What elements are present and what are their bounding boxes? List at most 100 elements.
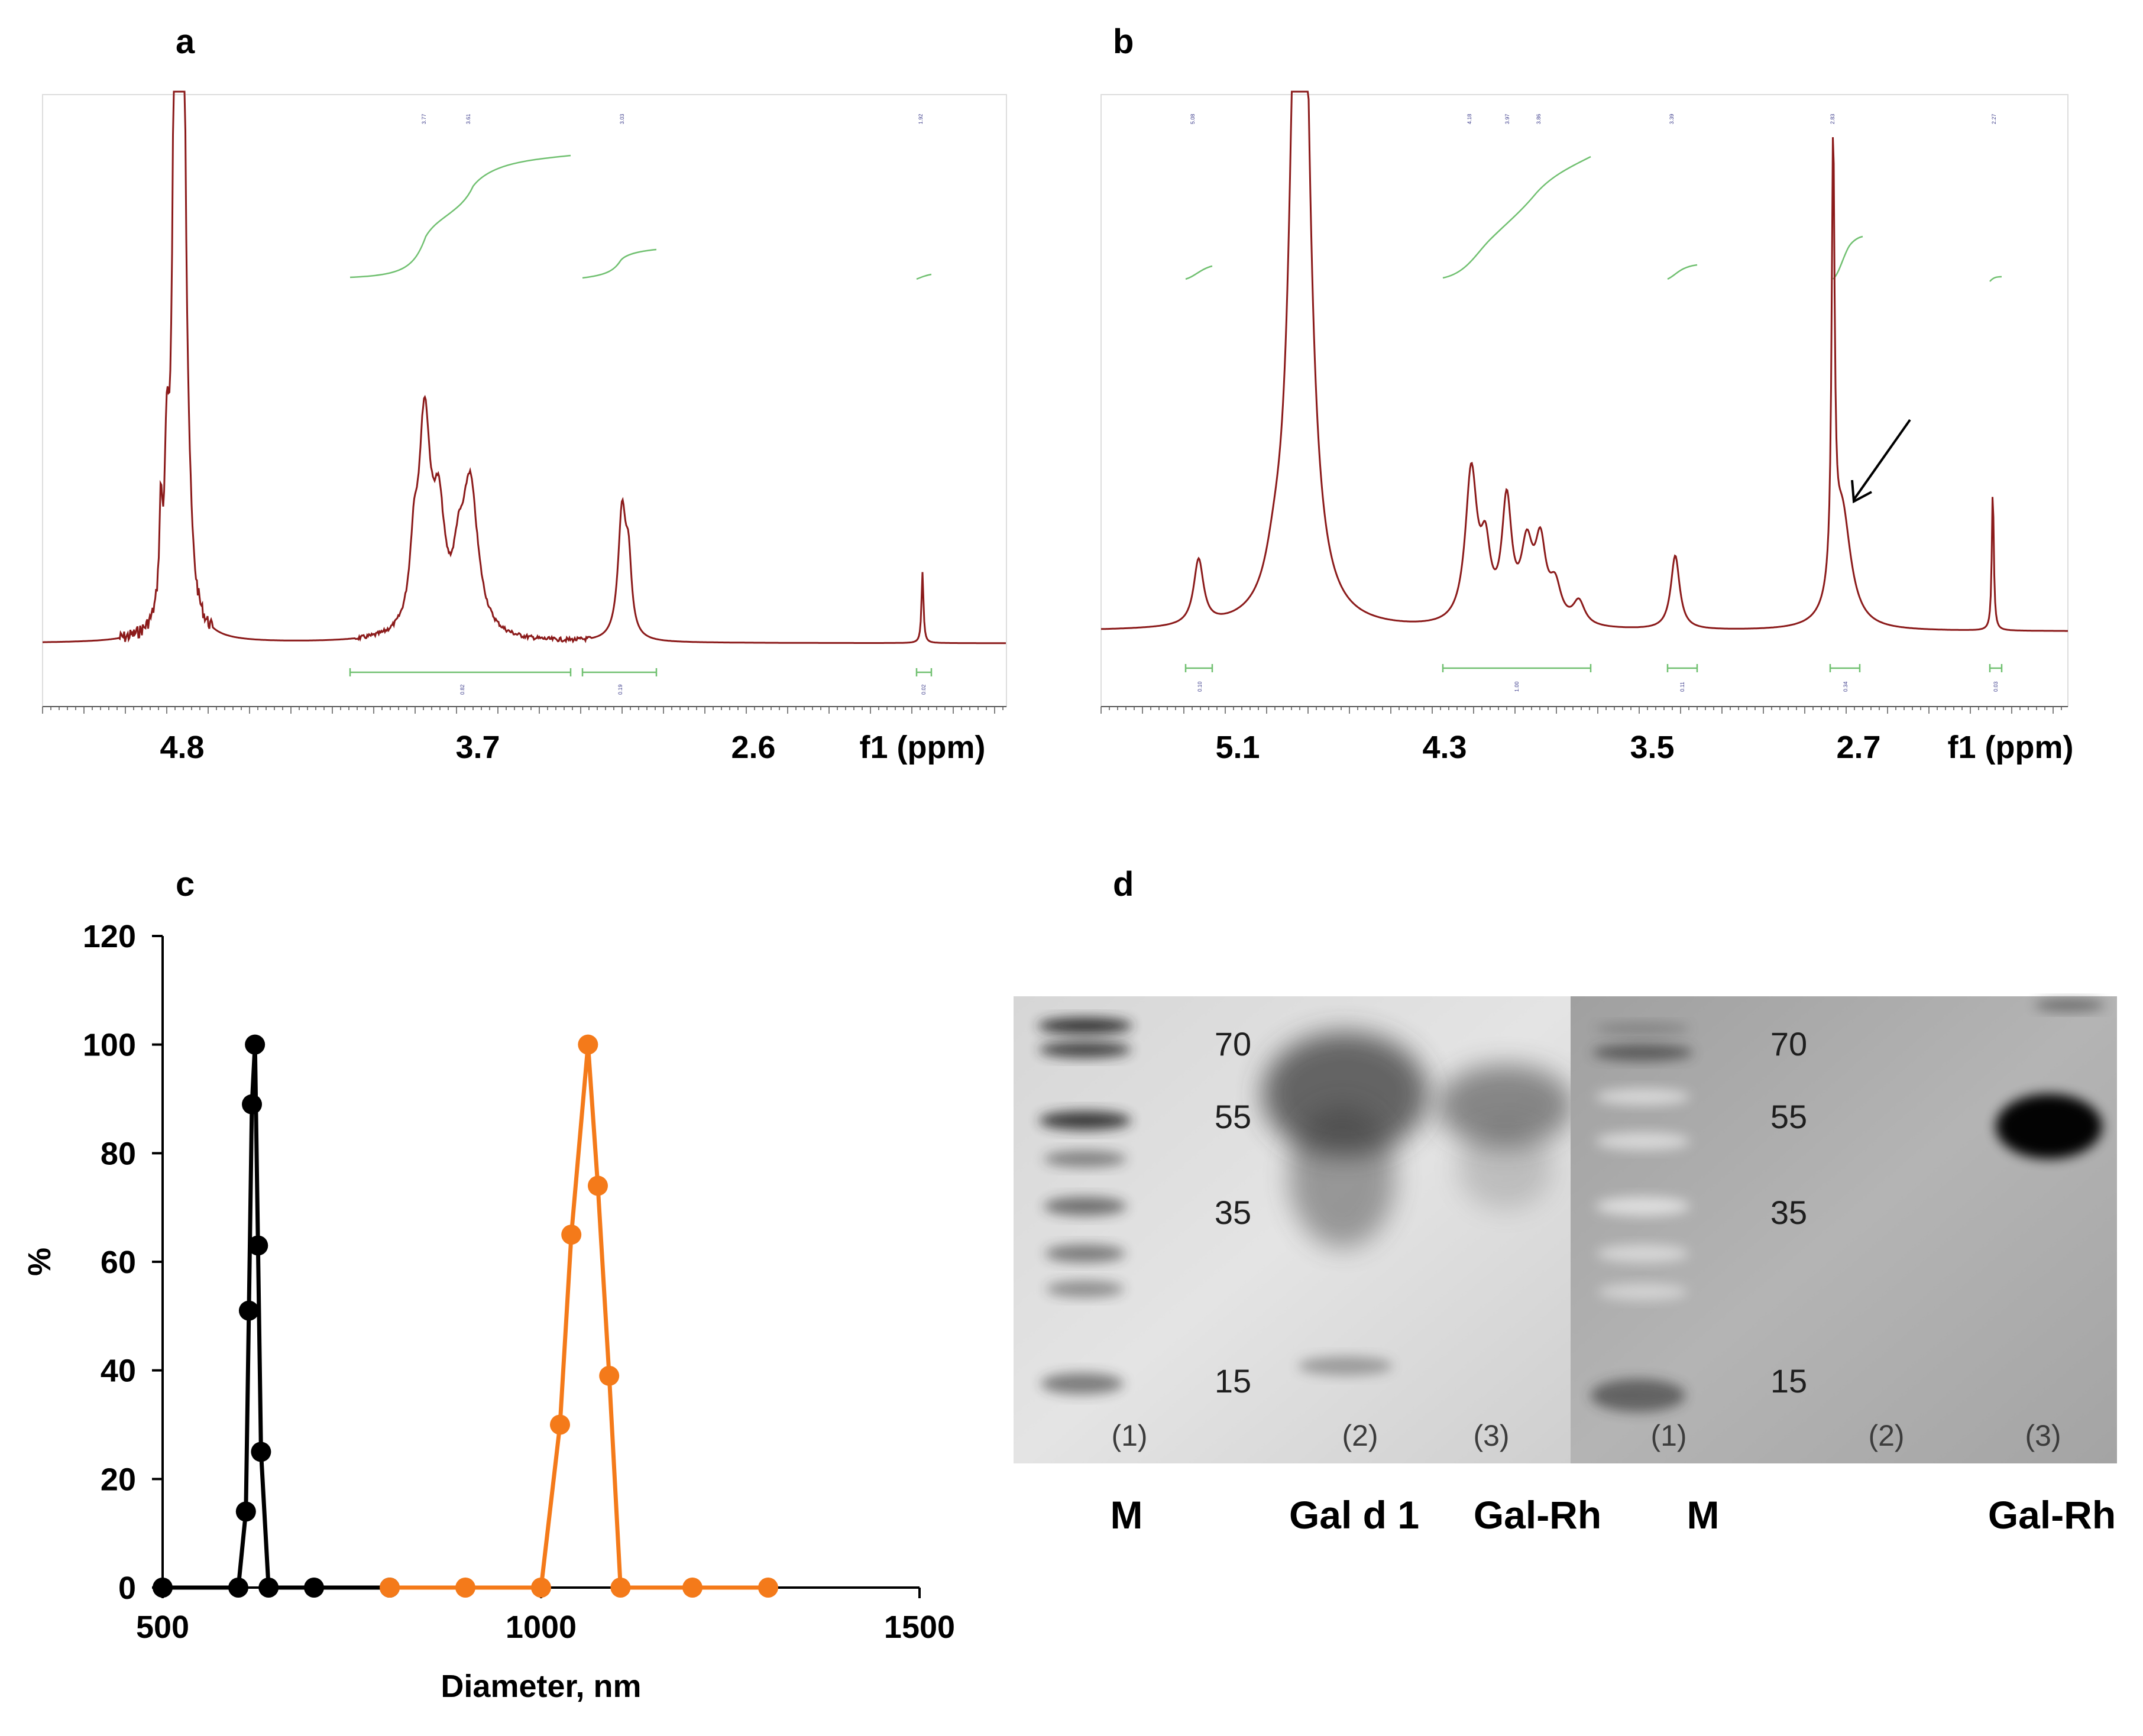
y-tick-label: 20	[101, 1462, 136, 1497]
annotation-arrow	[1853, 419, 1911, 501]
marker-band	[1595, 1132, 1690, 1150]
x-tick-label: 2.6	[731, 730, 775, 765]
integral-value: 0.02	[921, 684, 927, 695]
lane-label: Gal-Rh	[1988, 1493, 2116, 1537]
data-point-orange	[561, 1225, 582, 1245]
integral-value: 0.19	[617, 684, 623, 695]
panel-b-spectrum	[1100, 90, 2068, 632]
gel-right-lane-3-band	[1996, 999, 2105, 1159]
marker-size-label: 15	[1215, 1362, 1251, 1400]
lane-number: (3)	[1473, 1419, 1509, 1452]
panel-c-letter: c	[176, 865, 195, 903]
lane-label: Gal d 1	[1289, 1493, 1419, 1537]
peak-label: 4.18	[1467, 114, 1472, 124]
gel-left-lane-3-smear	[1437, 1064, 1573, 1209]
marker-size-label: 35	[1215, 1194, 1251, 1231]
integral-value: 0.34	[1843, 681, 1849, 692]
x-tick-label: 1500	[884, 1609, 955, 1645]
panel-d-letter: d	[1113, 865, 1134, 903]
peak-label: 1.92	[918, 114, 924, 124]
peak-label: 3.86	[1536, 114, 1542, 124]
integral-value: 0.03	[1993, 681, 1999, 692]
marker-band	[1045, 1245, 1125, 1262]
panel-b-arrow	[1851, 419, 1911, 504]
integral-curve	[916, 273, 932, 280]
peak-label: 3.39	[1669, 114, 1675, 124]
marker-band	[1591, 1379, 1685, 1412]
panel-b-integral-bars	[1184, 664, 2003, 672]
marker-band	[1046, 1281, 1124, 1297]
protein-smear	[1458, 1126, 1552, 1209]
panel-b-integral-curves	[1185, 156, 2002, 282]
integral-curve	[1442, 156, 1591, 279]
x-axis-label: f1 (ppm)	[860, 730, 986, 765]
lane-label: M	[1111, 1493, 1143, 1537]
marker-band	[1592, 1044, 1693, 1061]
panel-b-integral-values: 0.10 1.00 0.11 0.34 0.03	[1197, 681, 1999, 692]
panel-b-ppm-ruler	[1100, 706, 2068, 714]
panel-b-letter: b	[1113, 22, 1134, 61]
x-tick-label: 3.7	[455, 730, 500, 765]
marker-band	[1044, 1197, 1126, 1216]
x-tick-label: 5.1	[1215, 730, 1260, 765]
integral-curve	[1989, 276, 2002, 282]
panel-b-x-ticks: 5.1 4.3 3.5 2.7 f1 (ppm)	[1215, 730, 2073, 765]
integral-curve	[1185, 265, 1213, 280]
y-tick-label: 80	[101, 1136, 136, 1171]
data-point-orange	[758, 1578, 778, 1598]
integral-curve	[1667, 264, 1698, 280]
marker-size-label: 70	[1770, 1025, 1807, 1063]
series-line-orange	[390, 1042, 768, 1590]
gel-left-lane-2-smear	[1263, 1032, 1428, 1375]
lane-label: Gal-Rh	[1474, 1493, 1601, 1537]
marker-size-label: 70	[1215, 1025, 1251, 1063]
panel-a-frame	[42, 94, 1007, 707]
data-point-black	[258, 1578, 279, 1598]
gel-right-markers: 70 55 35 15	[1770, 1025, 1807, 1400]
marker-size-label: 55	[1770, 1098, 1807, 1135]
peak-label: 2.83	[1830, 114, 1836, 124]
marker-size-label: 55	[1215, 1098, 1251, 1135]
integral-curve	[582, 248, 657, 279]
x-tick-label: 2.7	[1836, 730, 1880, 765]
x-tick-label: 4.3	[1422, 730, 1467, 765]
protein-smear	[1289, 1106, 1396, 1248]
data-point-orange	[578, 1034, 598, 1055]
marker-size-label: 15	[1770, 1362, 1807, 1400]
gel-left-markers: 70 55 35 15	[1215, 1025, 1251, 1400]
peak-label: 2.27	[1991, 114, 1997, 124]
marker-band	[1595, 1197, 1690, 1216]
data-point-orange	[380, 1578, 400, 1598]
fluorescent-band	[1996, 1094, 2102, 1159]
gel-right-marker-bands	[1591, 1023, 1693, 1412]
y-tick-label: 0	[118, 1570, 136, 1606]
protein-band	[1298, 1356, 1393, 1375]
integral-value: 1.00	[1514, 681, 1520, 692]
x-tick-label: 4.8	[160, 730, 204, 765]
y-tick-label: 60	[101, 1245, 136, 1280]
marker-band	[1595, 1089, 1690, 1105]
marker-band	[1597, 1245, 1689, 1262]
data-point-black	[228, 1578, 248, 1598]
panel-a-letter: a	[176, 22, 195, 61]
marker-size-label: 35	[1770, 1194, 1807, 1231]
data-point-black	[245, 1034, 266, 1055]
marker-band	[1044, 1151, 1126, 1167]
panel-d: d 70 55 35 15 (1)	[1014, 865, 2117, 1537]
data-point-black	[235, 1501, 256, 1522]
panel-a-peak-labels: 3.77 3.61 3.03 1.92	[421, 114, 924, 124]
panel-b-frame	[1100, 94, 2068, 707]
marker-band	[1039, 1041, 1131, 1058]
marker-band	[1041, 1373, 1124, 1394]
x-axis-title: Diameter, nm	[441, 1669, 641, 1704]
arrow-head	[1851, 480, 1872, 504]
data-point-orange	[455, 1578, 475, 1598]
lane-number: (3)	[2025, 1419, 2061, 1452]
gel-right-lane-numbers: (1) (2) (3)	[1650, 1419, 2061, 1452]
gel-lane-labels: M Gal d 1 Gal-Rh M Gal-Rh	[1111, 1493, 2116, 1537]
panel-a-x-ticks: 4.8 3.7 2.6 f1 (ppm)	[160, 730, 985, 765]
data-point-orange	[550, 1414, 570, 1435]
panel-a-spectrum	[43, 90, 1006, 644]
y-tick-label: 120	[83, 919, 136, 954]
